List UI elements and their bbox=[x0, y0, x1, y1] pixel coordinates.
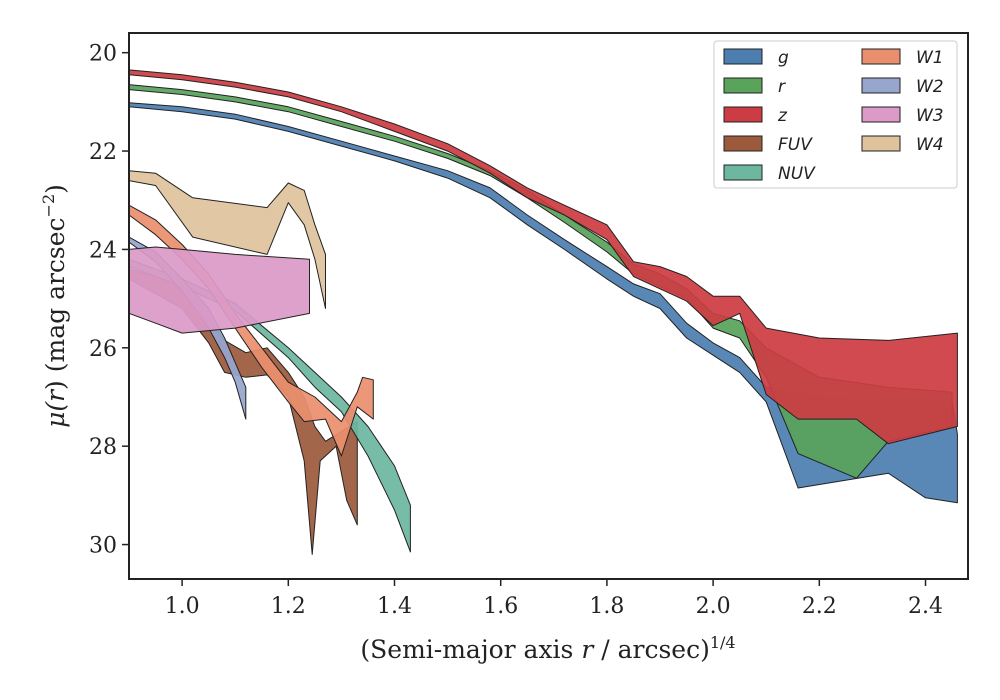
legend: grz FUV NUV W1 W2 W3 W4 bbox=[713, 40, 958, 189]
legend-swatch-w3 bbox=[861, 106, 901, 123]
legend-swatch-w4 bbox=[861, 135, 901, 152]
band-w4 bbox=[129, 170, 326, 309]
x-tick-label: 1.0 bbox=[165, 594, 200, 619]
x-tick-label: 1.6 bbox=[483, 594, 518, 619]
y-tick-label: 20 bbox=[89, 42, 117, 67]
y-tick-label: 30 bbox=[89, 534, 117, 559]
y-tick-label: 22 bbox=[89, 140, 117, 165]
series-bands bbox=[129, 69, 958, 555]
legend-swatch-r bbox=[723, 77, 763, 94]
x-tick-label: 2.0 bbox=[696, 594, 731, 619]
band-g bbox=[129, 102, 958, 504]
y-tick-label: 28 bbox=[89, 435, 117, 460]
legend-label-w4: W4 bbox=[916, 135, 944, 155]
legend-label-fuv: FUV bbox=[778, 135, 813, 155]
y-axis-label: μ(r) (mag arcsec−2) bbox=[39, 184, 70, 428]
legend-label-r: r bbox=[778, 77, 786, 97]
legend-swatch-nuv bbox=[723, 164, 763, 181]
y-tick-label: 24 bbox=[89, 238, 117, 263]
x-tick-label: 1.8 bbox=[589, 594, 624, 619]
band-fuv bbox=[129, 268, 358, 555]
legend-label-nuv: NUV bbox=[778, 164, 816, 184]
x-axis-label: (Semi-major axis r / arcsec)1/4 bbox=[360, 633, 735, 664]
legend-swatch-z bbox=[723, 106, 763, 123]
legend-swatch-w2 bbox=[861, 77, 901, 94]
legend-label-g: g bbox=[778, 48, 789, 68]
band-z bbox=[129, 69, 958, 445]
x-axis: 1.0 1.2 1.4 1.6 1.8 2.0 2.2 2.4 bbox=[165, 579, 943, 619]
x-tick-label: 1.4 bbox=[377, 594, 412, 619]
y-axis: 20 22 24 26 28 30 bbox=[89, 42, 129, 559]
band-w3 bbox=[129, 246, 310, 334]
legend-label-w1: W1 bbox=[916, 48, 944, 68]
x-tick-label: 2.4 bbox=[908, 594, 943, 619]
legend-label-w3: W3 bbox=[916, 106, 944, 126]
x-tick-label: 2.2 bbox=[802, 594, 837, 619]
legend-swatch-g bbox=[723, 48, 763, 65]
plot-frame bbox=[128, 32, 969, 580]
legend-swatch-fuv bbox=[723, 135, 763, 152]
legend-swatch-w1 bbox=[861, 48, 901, 65]
legend-label-w2: W2 bbox=[916, 77, 944, 97]
x-tick-label: 1.2 bbox=[271, 594, 306, 619]
legend-label-z: z bbox=[777, 106, 788, 126]
y-tick-label: 26 bbox=[89, 337, 117, 362]
